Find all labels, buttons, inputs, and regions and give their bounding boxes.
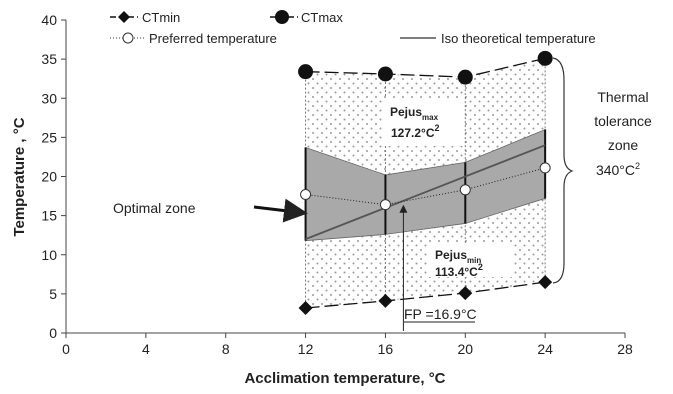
open-circle-marker-icon bbox=[122, 32, 134, 44]
optimal-zone-label: Optimal zone bbox=[113, 200, 196, 216]
x-tick-label: 8 bbox=[222, 341, 230, 357]
x-tick-label: 24 bbox=[537, 341, 553, 357]
pejus-min-label: Pejusmin bbox=[435, 248, 481, 265]
pejus-max-label: Pejusmax bbox=[390, 105, 439, 122]
legend-item-iso-theoretical-temperature: Iso theoretical temperature bbox=[400, 31, 596, 46]
x-axis-title: Acclimation temperature, °C bbox=[244, 370, 445, 387]
ctmax-point bbox=[377, 66, 393, 82]
legend-label-iso-theoretical-temperature: Iso theoretical temperature bbox=[441, 31, 596, 46]
y-tick-label: 35 bbox=[41, 51, 57, 67]
fp-label: FP =16.9°C bbox=[404, 306, 477, 322]
tolerance-brace bbox=[552, 57, 574, 284]
y-tick-label: 10 bbox=[41, 247, 57, 263]
x-tick-label: 20 bbox=[457, 341, 473, 357]
y-tick-label: 0 bbox=[49, 325, 57, 341]
ctmin-point bbox=[458, 286, 473, 301]
pejus-max-annotation: Pejusmax 127.2°C2 bbox=[383, 98, 463, 146]
ctmax-point bbox=[457, 69, 473, 85]
iso-theoretical-line bbox=[305, 144, 546, 240]
ctmin-point bbox=[298, 300, 313, 315]
legend-label-ctmax: CTmax bbox=[301, 10, 343, 25]
plot-markers-layer bbox=[298, 50, 553, 315]
legend-item-preferred-temperature: Preferred temperature bbox=[110, 31, 277, 46]
x-tick-label: 28 bbox=[617, 341, 633, 357]
tolerance-line2: tolerance bbox=[594, 113, 652, 129]
ctmax-point bbox=[537, 50, 553, 66]
ctmin-point bbox=[538, 275, 553, 290]
y-tick-label: 5 bbox=[49, 286, 57, 302]
y-tick-label: 20 bbox=[41, 169, 57, 185]
optimal-zone-arrow bbox=[253, 198, 308, 223]
ctmin-line bbox=[305, 281, 546, 309]
legend-label-ctmin: CTmin bbox=[142, 10, 180, 25]
ctmax-point bbox=[298, 64, 314, 80]
pejus-max-value: 127.2°C2 bbox=[391, 123, 440, 140]
y-tick-label: 25 bbox=[41, 129, 57, 145]
ctmin-point bbox=[378, 293, 393, 308]
x-tick-label: 4 bbox=[142, 341, 150, 357]
x-ticks: 0 4 8 12 16 20 24 28 bbox=[62, 333, 633, 357]
tolerance-line3: zone bbox=[608, 137, 639, 153]
diamond-marker-icon bbox=[118, 11, 130, 23]
legend: CTmin CTmax Preferred temperature Iso th… bbox=[110, 10, 596, 46]
preferred-temperature-point bbox=[459, 184, 471, 196]
y-tick-label: 30 bbox=[41, 90, 57, 106]
x-tick-label: 12 bbox=[298, 341, 314, 357]
y-ticks: 0 5 10 15 20 25 30 35 40 bbox=[41, 12, 66, 341]
pejus-min-annotation: Pejusmin 113.4°C2 bbox=[428, 243, 512, 279]
y-tick-label: 40 bbox=[41, 12, 57, 28]
x-tick-label: 0 bbox=[62, 341, 70, 357]
x-tick-label: 16 bbox=[378, 341, 394, 357]
fp-annotation: FP =16.9°C bbox=[399, 204, 477, 331]
ctmax-line bbox=[305, 57, 546, 78]
preferred-temperature-point bbox=[379, 199, 391, 211]
y-tick-label: 15 bbox=[41, 208, 57, 224]
tolerance-value: 340°C2 bbox=[596, 161, 640, 178]
legend-item-ctmax: CTmax bbox=[270, 10, 343, 25]
legend-label-preferred-temperature: Preferred temperature bbox=[149, 31, 277, 46]
preferred-temperature-point bbox=[539, 162, 551, 174]
y-axis-title: Temperature , °C bbox=[11, 117, 28, 236]
legend-item-ctmin: CTmin bbox=[110, 10, 180, 25]
filled-circle-marker-icon bbox=[275, 10, 289, 24]
thermal-tolerance-annotation: Thermal tolerance zone 340°C2 bbox=[552, 57, 652, 284]
pejus-min-value: 113.4°C2 bbox=[435, 262, 483, 279]
preferred-temperature-point bbox=[300, 188, 312, 200]
tolerance-line1: Thermal bbox=[597, 89, 648, 105]
optimal-zone-annotation: Optimal zone bbox=[113, 198, 308, 223]
